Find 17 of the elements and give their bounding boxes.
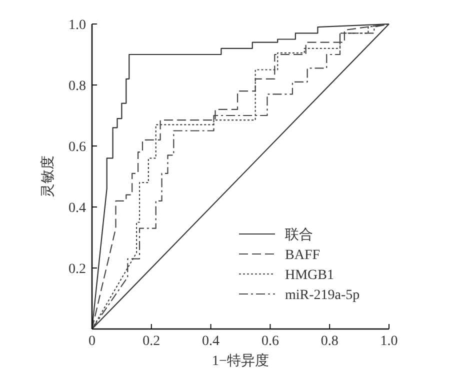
legend-label: BAFF xyxy=(285,248,320,263)
x-tick-label: 0 xyxy=(88,334,96,349)
x-tick-label: 1.0 xyxy=(380,334,398,349)
y-tick-label: 0.2 xyxy=(68,262,86,277)
legend-label: miR-219a-5p xyxy=(285,288,360,303)
y-tick-label: 0.4 xyxy=(68,201,86,216)
y-tick-label: 1.0 xyxy=(68,18,86,33)
x-tick-label: 0.6 xyxy=(261,334,279,349)
legend-label: HMGB1 xyxy=(285,268,334,283)
y-axis-title: 灵敏度 xyxy=(40,156,56,198)
x-tick-label: 0.8 xyxy=(320,334,338,349)
y-tick-label: 0.6 xyxy=(68,140,86,155)
x-tick-label: 0.2 xyxy=(142,334,160,349)
x-tick-label: 0.4 xyxy=(202,334,220,349)
x-axis-title: 1−特异度 xyxy=(212,353,269,369)
y-tick-label: 0.8 xyxy=(68,79,86,94)
legend-label: 联合 xyxy=(285,227,313,243)
